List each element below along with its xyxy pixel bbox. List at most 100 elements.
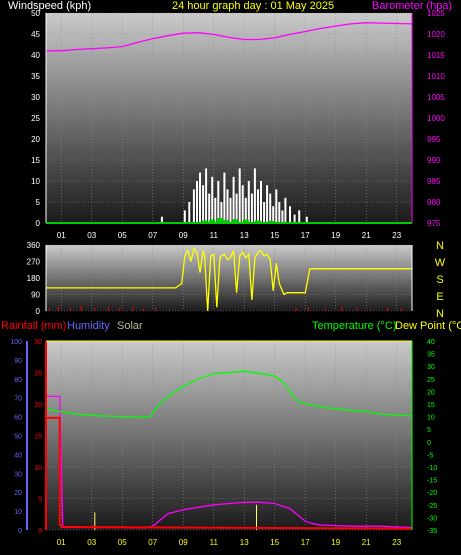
direction-tick-label: 360: [27, 241, 41, 250]
windspeed-bar: [272, 206, 275, 223]
humidity-tick-label: 40: [14, 452, 22, 459]
rainfall-tick-label: 20: [34, 402, 42, 409]
hour-tick-label: 17: [301, 231, 310, 240]
gust-bars: [201, 218, 275, 223]
hour-tick-label: 13: [240, 538, 249, 547]
rainfall-tick-label: 0: [38, 528, 42, 535]
humidity-tick-label: 100: [10, 339, 22, 346]
windspeed-bar: [214, 197, 217, 223]
hour-tick-label: 07: [148, 231, 157, 240]
rainfall-tick-label: 15: [34, 434, 42, 441]
windspeed-bar: [250, 193, 253, 223]
temperature-line: [45, 370, 413, 418]
windspeed-bar: [235, 193, 238, 223]
windspeed-tick-label: 20: [31, 135, 40, 144]
windspeed-bar: [241, 185, 244, 223]
windspeed-bar: [226, 189, 229, 223]
humidity-tick-label: 0: [18, 528, 22, 535]
gust-bar: [201, 220, 208, 223]
windspeed-bar: [202, 185, 205, 223]
windspeed-bar: [293, 214, 296, 223]
wind-direction-line: [46, 247, 412, 312]
temperature-tick-label: 5: [427, 427, 431, 434]
temperature-tick-label: -25: [427, 503, 437, 510]
barometer-tick-labels: 975 980 985 990 995 1000 1005 1010 1015 1020 1025: [427, 9, 445, 228]
windspeed-bar: [298, 210, 301, 223]
compass-label: N: [436, 308, 444, 320]
gust-bar: [209, 219, 216, 223]
humidity-tick-label: 90: [14, 358, 22, 365]
humidity-tick-label: 20: [14, 490, 22, 497]
hour-tick-label: 05: [118, 231, 127, 240]
windspeed-axis-label: Windspeed (kph): [8, 0, 91, 12]
temperature-tick-label: 30: [427, 364, 435, 371]
compass-label: S: [436, 274, 443, 286]
hour-tick-label: 09: [179, 538, 188, 547]
temperature-tick-label: 35: [427, 352, 435, 359]
gust-bar: [223, 220, 229, 223]
gust-bar: [268, 220, 275, 223]
hour-tick-label: 19: [331, 231, 340, 240]
hour-tick-label: 15: [270, 538, 279, 547]
windspeed-bar: [284, 197, 287, 223]
windspeed-bar: [238, 168, 241, 223]
windspeed-tick-label: 45: [31, 30, 40, 39]
temperature-tick-label: 0: [427, 440, 431, 447]
hour-tick-label: 01: [57, 538, 66, 547]
temperature-tick-label: -35: [427, 528, 437, 535]
temperature-tick-label: 40: [427, 339, 435, 346]
direction-tick-label: 180: [27, 274, 41, 283]
windspeed-bar: [289, 206, 291, 223]
windspeed-tick-labels: 0 5 10 15 20 25 30 35 40 45 50: [31, 9, 40, 228]
windspeed-tick-label: 35: [31, 72, 40, 81]
windspeed-bar: [269, 193, 272, 223]
temperature-tick-label: -15: [427, 478, 437, 485]
temperature-tick-label: 10: [427, 415, 435, 422]
windspeed-bar: [253, 168, 256, 223]
dewpoint-axis-label: Dew Point (°C): [395, 320, 461, 332]
direction-tick-labels: 0 90 180 270 360: [27, 241, 41, 316]
windspeed-tick-label: 50: [31, 9, 40, 18]
temperature-tick-label: -20: [427, 490, 437, 497]
direction-tick-label: 270: [27, 258, 41, 267]
windspeed-bar: [257, 189, 259, 223]
humidity-tick-label: 10: [14, 509, 22, 516]
humidity-tick-label: 70: [14, 396, 22, 403]
humidity-tick-label: 50: [14, 434, 22, 441]
windspeed-bar: [281, 210, 284, 223]
windspeed-bar: [232, 176, 235, 223]
windspeed-bar: [205, 168, 208, 223]
barometer-tick-label: 990: [427, 156, 441, 165]
chart-title: 24 hour graph day : 01 May 2025: [172, 0, 334, 12]
hour-tick-label: 19: [331, 538, 340, 547]
barometer-axis-label: Barometer (hpa): [372, 0, 452, 12]
windspeed-bar: [305, 216, 308, 223]
windspeed-bar: [183, 210, 186, 223]
hour-tick-label: 07: [148, 538, 157, 547]
windspeed-bar: [229, 197, 232, 223]
windspeed-bar: [192, 189, 195, 223]
hour-tick-label: 11: [210, 538, 219, 547]
direction-low-marks: [48, 305, 402, 311]
hour-tick-label: 13: [240, 231, 249, 240]
windspeed-bar: [275, 189, 278, 223]
temperature-tick-label: -5: [427, 452, 433, 459]
panel3-hour-tick-labels: 01 03 05 07 09 11 13 15 17 19 21 23: [57, 538, 402, 547]
humidity-tick-label: 30: [14, 471, 22, 478]
solar-axis-label: Solar: [117, 320, 143, 332]
windspeed-tick-label: 10: [31, 177, 40, 186]
humidity-tick-label: 80: [14, 377, 22, 384]
humidity-tick-labels: 0 10 20 30 40 50 60 70 80 90 100: [10, 339, 22, 535]
temperature-tick-label: 15: [427, 402, 435, 409]
windspeed-tick-label: 5: [36, 198, 41, 207]
barometer-tick-label: 980: [427, 198, 441, 207]
windspeed-bar: [220, 202, 223, 223]
windspeed-bars: [160, 168, 308, 223]
windspeed-bar: [208, 193, 211, 223]
windspeed-bar: [217, 181, 220, 223]
humidity-tick-label: 60: [14, 415, 22, 422]
rainfall-tick-labels: 0 5 10 15 20 25 30: [34, 339, 42, 535]
